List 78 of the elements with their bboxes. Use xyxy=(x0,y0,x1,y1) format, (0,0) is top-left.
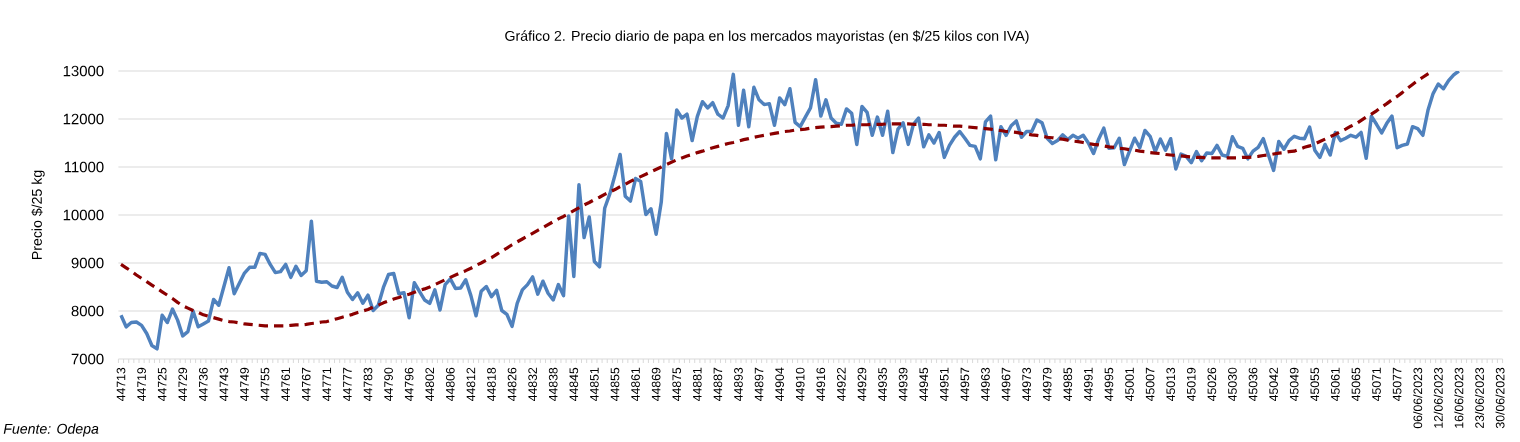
x-tick-label: 44893 xyxy=(734,367,743,402)
x-tick-label: 44963 xyxy=(981,367,990,402)
x-tick-label: 44729 xyxy=(178,367,188,402)
x-tick-label: 44749 xyxy=(240,367,249,402)
x-tick-label: 44995 xyxy=(1104,367,1114,402)
x-tick-label: 44875 xyxy=(672,367,682,402)
x-tick-label: 44985 xyxy=(1063,367,1073,402)
x-tick-label: 44796 xyxy=(404,367,414,402)
x-tick-label: 44826 xyxy=(507,367,517,402)
x-tick-label: 45030 xyxy=(1228,367,1237,402)
x-tick-label: 44939 xyxy=(898,367,908,402)
x-tick-label: 44951 xyxy=(939,367,949,402)
x-tick-label: 44991 xyxy=(1084,367,1093,402)
y-tick-label: 12000 xyxy=(63,113,104,125)
x-tick-label: 44802 xyxy=(425,367,435,402)
x-tick-label: 44767 xyxy=(301,367,311,402)
x-tick-label: 06/06/2023 xyxy=(1413,367,1423,429)
x-tick-label: 44861 xyxy=(631,367,640,402)
x-tick-label: 44881 xyxy=(692,367,702,402)
x-tick-label: 45036 xyxy=(1248,367,1258,402)
x-tick-label: 44845 xyxy=(569,367,579,402)
x-tick-label: 44973 xyxy=(1022,367,1031,402)
x-tick-label: 23/06/2023 xyxy=(1474,367,1484,429)
x-tick-label: 44945 xyxy=(919,367,929,402)
x-tick-label: 45013 xyxy=(1166,367,1176,402)
y-tick-label: 9000 xyxy=(71,257,104,269)
x-tick-label: 44777 xyxy=(343,367,352,402)
x-tick-label: 44851 xyxy=(590,367,599,402)
x-tick-label: 44755 xyxy=(260,367,270,402)
x-tick-label: 44887 xyxy=(713,367,723,402)
x-tick-label: 44771 xyxy=(322,367,332,402)
x-tick-label: 44832 xyxy=(528,367,537,402)
source-note: Fuente: Odepa xyxy=(3,423,99,437)
x-tick-label: 45065 xyxy=(1351,367,1361,402)
x-tick-label: 16/06/2023 xyxy=(1454,367,1464,428)
x-tick-label: 44790 xyxy=(384,367,393,402)
y-tick-label: 13000 xyxy=(63,65,104,77)
y-tick-label: 8000 xyxy=(71,305,104,317)
x-tick-label: 44967 xyxy=(1001,367,1011,402)
x-tick-label: 44935 xyxy=(878,367,887,402)
x-tick-label: 44719 xyxy=(137,367,146,402)
x-tick-label: 44916 xyxy=(816,367,826,402)
x-tick-label: 45026 xyxy=(1207,367,1217,402)
x-tick-label: 45019 xyxy=(1186,367,1196,402)
x-tick-label: 44806 xyxy=(445,367,455,402)
x-tick-label: 12/06/2023 xyxy=(1433,367,1443,428)
x-tick-label: 44713 xyxy=(116,367,126,402)
x-tick-label: 45049 xyxy=(1289,367,1299,402)
x-tick-label: 44838 xyxy=(548,367,558,402)
x-tick-label: 44922 xyxy=(837,367,846,402)
x-tick-label: 44910 xyxy=(795,367,805,402)
y-tick-label: 7000 xyxy=(71,353,104,365)
x-tick-label: 44929 xyxy=(857,367,867,402)
x-tick-label: 44897 xyxy=(754,367,764,402)
x-tick-label: 44783 xyxy=(363,367,373,402)
y-axis-title: Precio $/25 kg xyxy=(31,170,45,260)
x-tick-label: 30/06/2023 xyxy=(1495,367,1505,429)
y-tick-label: 11000 xyxy=(64,161,104,173)
x-tick-label: 45001 xyxy=(1125,367,1134,402)
x-tick-label: 44725 xyxy=(157,367,167,402)
x-tick-label: 44818 xyxy=(487,367,496,402)
x-tick-label: 45055 xyxy=(1310,367,1320,402)
x-tick-label: 44761 xyxy=(281,367,290,402)
x-tick-label: 44736 xyxy=(198,367,208,402)
x-tick-label: 44855 xyxy=(610,367,620,402)
chart-title: Gráfico 2. Precio diario de papa en los mercados mayoristas (en $/25 kilos con IVA) xyxy=(505,30,1029,44)
x-tick-label: 45077 xyxy=(1392,367,1402,402)
x-tick-label: 44812 xyxy=(466,367,476,402)
x-tick-label: 44904 xyxy=(775,367,784,402)
x-tick-label: 45042 xyxy=(1269,367,1278,402)
x-tick-label: 45061 xyxy=(1331,367,1340,402)
x-tick-label: 44743 xyxy=(219,367,229,402)
x-tick-label: 44869 xyxy=(651,367,661,402)
y-tick-label: 10000 xyxy=(63,209,104,221)
x-tick-label: 45071 xyxy=(1372,367,1381,402)
x-tick-label: 44957 xyxy=(960,367,970,402)
x-tick-label: 44979 xyxy=(1042,367,1052,402)
x-tick-label: 45007 xyxy=(1145,367,1155,402)
